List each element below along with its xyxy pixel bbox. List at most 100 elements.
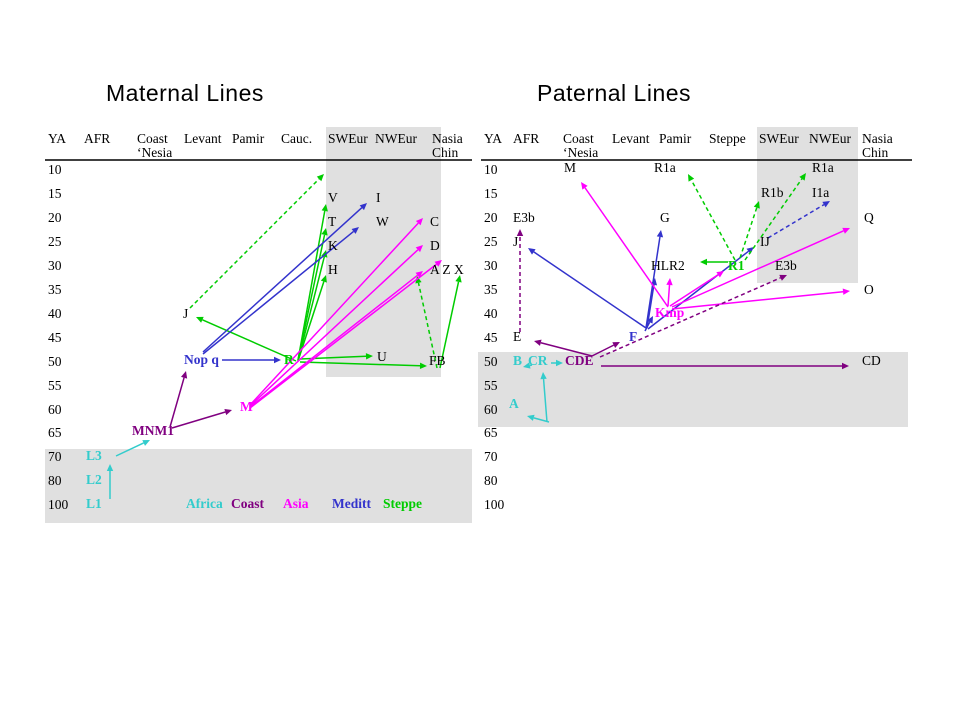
steppe-migration-arrowhead — [316, 174, 324, 182]
asia-migration-arrowhead — [716, 271, 724, 278]
asia-migration-arrow-line — [667, 284, 671, 307]
paternal-column-header: SWEur — [759, 131, 799, 146]
paternal-haplogroup-hlr2: HLR2 — [651, 258, 685, 273]
asia-migration-arrow-line — [671, 230, 844, 308]
maternal-haplogroup-k: K — [328, 238, 338, 253]
africa-migration-arrowhead — [556, 359, 563, 367]
legend-steppe: Steppe — [383, 496, 423, 511]
steppe-migration-arrow-line — [189, 178, 320, 309]
shaded-region — [757, 127, 858, 283]
meditt-migration-arrow-line — [202, 230, 355, 355]
maternal-column-header: Nasia — [432, 131, 463, 146]
steppe-migration-arrow-line — [744, 178, 803, 261]
paternal-haplogroup-g: G — [660, 210, 670, 225]
asia-migration-arrow-line — [671, 290, 844, 310]
steppe-migration-arrowhead — [419, 362, 427, 369]
coast-migration-arrowhead — [779, 274, 787, 281]
maternal-column-header: NWEur — [375, 131, 417, 146]
steppe-migration-arrowhead — [688, 174, 695, 182]
maternal-haplogroup-l3: L3 — [86, 448, 102, 463]
maternal-haplogroup-l2: L2 — [86, 472, 102, 487]
coast-migration-arrow-line — [599, 277, 781, 358]
maternal-time-row-label: 65 — [48, 425, 62, 440]
paternal-haplogroup-b: B — [513, 353, 523, 368]
asia-migration-arrowhead — [415, 245, 423, 253]
steppe-migration-arrowhead — [753, 201, 760, 209]
maternal-haplogroup-nopq: Nop q — [184, 352, 219, 367]
steppe-migration-arrow-line — [297, 234, 326, 361]
paternal-time-row-label: 25 — [484, 234, 498, 249]
asia-migration-arrowhead — [415, 218, 423, 226]
legend-meditt: Meditt — [332, 496, 371, 511]
maternal-time-row-label: 70 — [48, 449, 62, 464]
meditt-migration-arrowhead — [822, 201, 830, 208]
coast-migration-arrow-line — [540, 342, 593, 357]
maternal-time-row-label: 30 — [48, 258, 62, 273]
paternal-time-row-label: 100 — [484, 497, 505, 512]
maternal-column-header: Pamir — [232, 131, 265, 146]
asia-migration-arrow-line — [584, 187, 669, 308]
meditt-migration-arrow-line — [533, 251, 647, 329]
steppe-migration-arrowhead — [321, 228, 328, 236]
paternal-column-header: Steppe — [709, 131, 746, 146]
paternal-haplogroup-r1b: R1b — [761, 185, 784, 200]
maternal-column-header: Cauc. — [281, 131, 313, 146]
steppe-migration-arrowhead — [799, 173, 806, 181]
paternal-haplogroup-kmp: Kmp — [655, 305, 685, 320]
maternal-time-row-label: 35 — [48, 282, 62, 297]
paternal-column-header: NWEur — [809, 131, 851, 146]
steppe-migration-arrow-line — [417, 282, 438, 369]
maternal-time-row-label: 20 — [48, 210, 62, 225]
meditt-migration-arrowhead — [528, 248, 536, 255]
maternal-column-header: AFR — [84, 131, 111, 146]
meditt-migration-arrowhead — [656, 230, 664, 238]
meditt-migration-arrow-line — [767, 203, 825, 239]
paternal-column-header: Nasia — [862, 131, 893, 146]
paternal-haplogroup-cd: CD — [862, 353, 881, 368]
africa-migration-arrowhead — [106, 464, 114, 471]
africa-migration-arrowhead — [142, 440, 150, 446]
maternal-haplogroup-r: R — [284, 352, 294, 367]
paternal-time-row-label: 45 — [484, 330, 498, 345]
steppe-migration-arrowhead — [321, 204, 328, 212]
paternal-haplogroup-j: J — [513, 234, 519, 249]
maternal-haplogroup-j: J — [183, 306, 189, 321]
steppe-migration-arrow-line — [439, 281, 460, 369]
paternal-time-row-label: 55 — [484, 378, 498, 393]
maternal-time-row-label: 25 — [48, 234, 62, 249]
legend-asia: Asia — [283, 496, 309, 511]
steppe-migration-arrow-line — [297, 256, 326, 362]
coast-migration-arrow-line — [169, 377, 185, 428]
paternal-haplogroup-r1: R1 — [728, 258, 745, 273]
meditt-migration-arrowhead — [274, 356, 281, 364]
paternal-time-row-label: 60 — [484, 402, 498, 417]
paternal-time-row-label: 65 — [484, 425, 498, 440]
paternal-haplogroup-a: A — [509, 396, 519, 411]
maternal-haplogroup-i: I — [376, 190, 381, 205]
maternal-haplogroup-v: V — [328, 190, 338, 205]
asia-migration-arrowhead — [842, 227, 850, 234]
steppe-migration-arrow-line — [297, 210, 326, 361]
maternal-time-row-label: 100 — [48, 497, 69, 512]
asia-migration-arrowhead — [666, 278, 673, 286]
steppe-migration-arrowhead — [455, 275, 462, 283]
maternal-column-header: SWEur — [328, 131, 368, 146]
steppe-migration-arrowhead — [700, 258, 707, 266]
steppe-migration-arrow-line — [690, 179, 736, 261]
steppe-migration-arrow-line — [202, 319, 297, 362]
africa-migration-arrowhead — [540, 372, 547, 380]
shaded-region — [45, 449, 472, 523]
maternal-time-row-label: 45 — [48, 330, 62, 345]
maternal-haplogroup-m: M — [240, 399, 253, 414]
meditt-migration-arrow-line — [644, 321, 651, 332]
meditt-migration-arrowhead — [646, 316, 653, 324]
asia-migration-arrow-line — [249, 249, 419, 407]
paternal-time-row-label: 30 — [484, 258, 498, 273]
maternal-lines-title: Maternal Lines — [106, 80, 264, 106]
africa-migration-arrowhead — [523, 362, 531, 369]
coast-migration-arrow-line — [171, 411, 226, 429]
asia-migration-arrowhead — [581, 182, 588, 190]
coast-migration-arrowhead — [534, 339, 542, 346]
paternal-haplogroup-cr: CR — [528, 353, 548, 368]
